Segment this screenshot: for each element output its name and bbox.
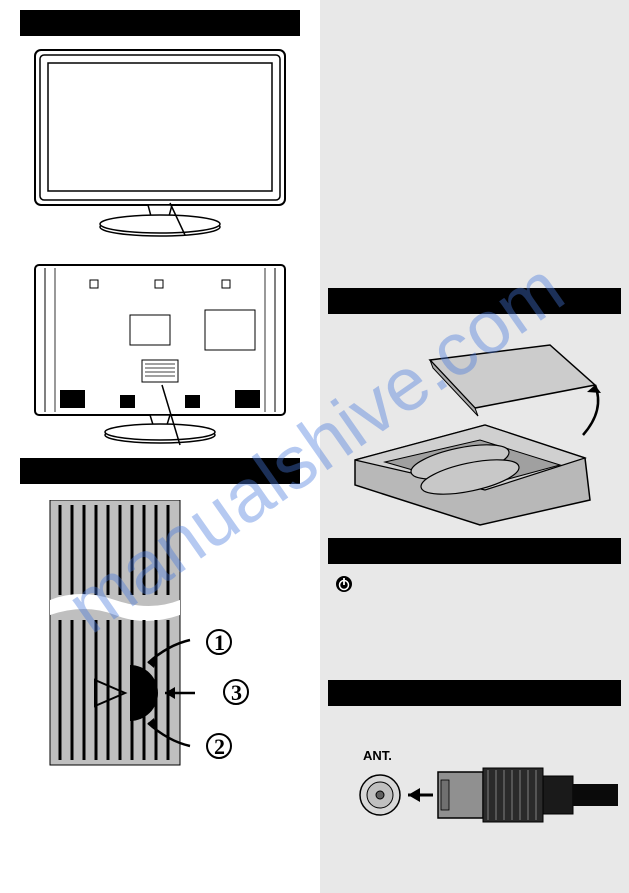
battery-diagram — [335, 330, 615, 530]
manual-page: 1 3 2 ANT. — [0, 0, 629, 893]
section-bar-left-1 — [20, 10, 300, 36]
section-bar-right-2 — [328, 538, 621, 564]
control-number-3: 3 — [222, 678, 250, 711]
control-switch-diagram — [40, 500, 270, 780]
antenna-diagram: ANT. — [338, 740, 618, 850]
antenna-label-text: ANT. — [363, 748, 392, 763]
power-icon — [335, 575, 353, 593]
control-number-2: 2 — [205, 732, 233, 765]
tv-front-diagram — [30, 45, 290, 240]
section-bar-right-1 — [328, 288, 621, 314]
section-bar-left-2 — [20, 458, 300, 484]
section-bar-right-3 — [328, 680, 621, 706]
control-number-1: 1 — [205, 628, 233, 661]
tv-back-diagram — [30, 260, 290, 450]
